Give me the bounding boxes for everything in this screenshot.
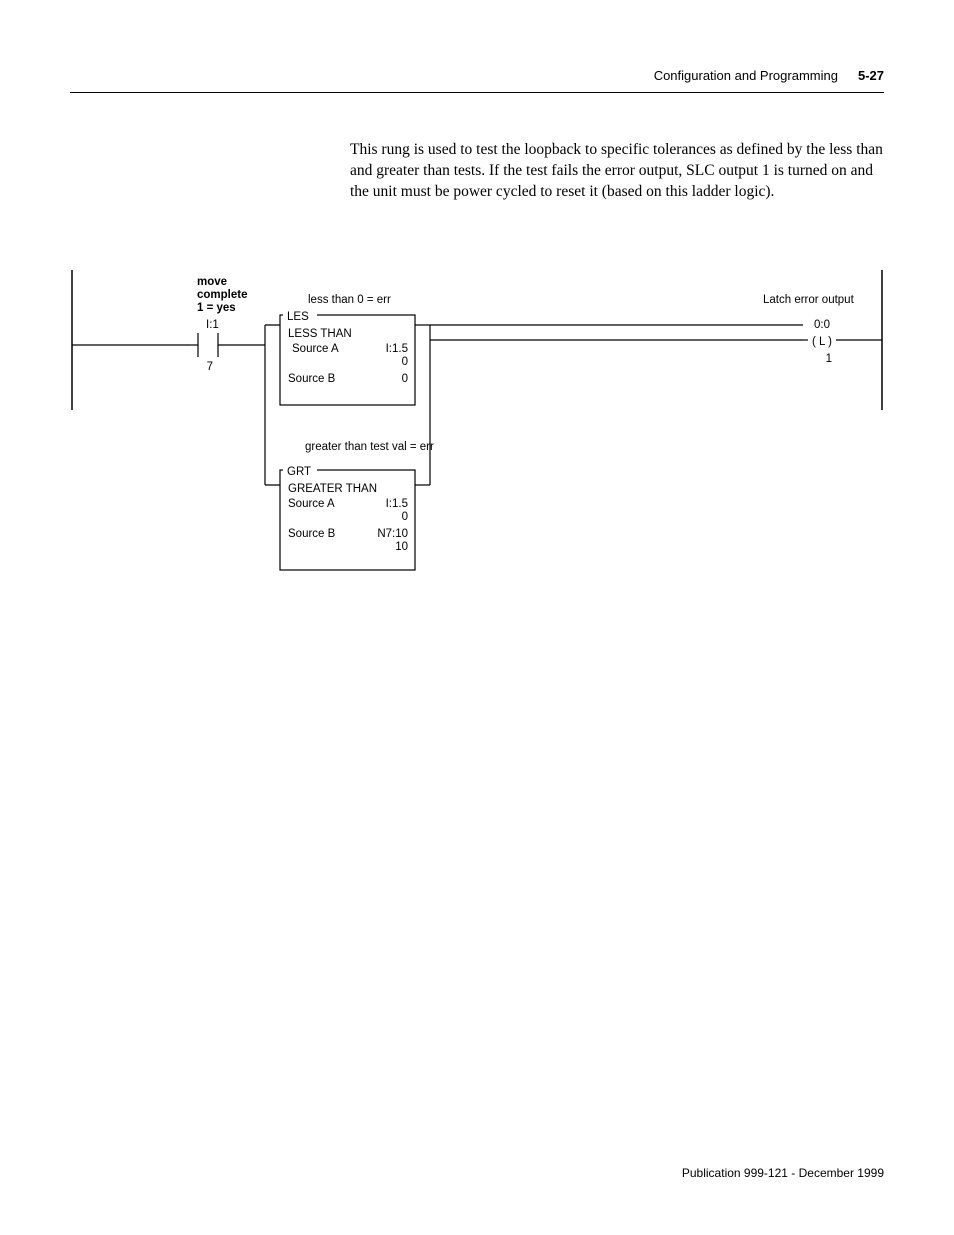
les-instruction: less than 0 = err LES LESS THAN Source A… — [280, 294, 415, 405]
svg-text:1 = yes: 1 = yes — [197, 302, 236, 314]
contact-move-complete: move complete 1 = yes I:1 7 — [190, 276, 248, 373]
publication-footer: Publication 999-121 - December 1999 — [682, 1166, 884, 1180]
header-page-number: 5-27 — [858, 68, 884, 83]
grt-instruction: greater than test val = err GRT GREATER … — [280, 441, 434, 570]
svg-text:N7:10: N7:10 — [377, 528, 408, 540]
svg-text:Source A: Source A — [292, 343, 339, 355]
svg-text:I:1.5: I:1.5 — [386, 498, 408, 510]
svg-text:1: 1 — [826, 353, 832, 365]
body-paragraph: This rung is used to test the loopback t… — [350, 140, 884, 203]
ladder-diagram: move complete 1 = yes I:1 7 less than 0 … — [70, 270, 884, 590]
header-section: Configuration and Programming — [654, 68, 838, 83]
svg-text:GRT: GRT — [287, 466, 311, 478]
svg-text:0:0: 0:0 — [814, 319, 830, 331]
svg-text:7: 7 — [207, 361, 213, 373]
svg-text:move: move — [197, 276, 227, 288]
svg-text:I:1: I:1 — [206, 319, 219, 331]
svg-text:LES: LES — [287, 311, 309, 323]
svg-text:Source B: Source B — [288, 373, 336, 385]
svg-text:I:1.5: I:1.5 — [386, 343, 408, 355]
svg-text:0: 0 — [402, 373, 408, 385]
page-header: Configuration and Programming 5-27 — [654, 68, 884, 83]
svg-text:0: 0 — [402, 511, 408, 523]
svg-text:GREATER THAN: GREATER THAN — [288, 483, 377, 495]
output-latch: Latch error output 0:0 ( L ) 1 — [763, 294, 882, 365]
svg-text:Latch error output: Latch error output — [763, 294, 855, 306]
svg-text:less than 0 = err: less than 0 = err — [308, 294, 391, 306]
svg-text:Source A: Source A — [288, 498, 335, 510]
svg-text:Source B: Source B — [288, 528, 336, 540]
svg-text:0: 0 — [402, 356, 408, 368]
svg-text:greater than test val = err: greater than test val = err — [305, 441, 434, 453]
header-rule — [70, 92, 884, 93]
svg-text:10: 10 — [395, 541, 408, 553]
svg-text:LESS THAN: LESS THAN — [288, 328, 352, 340]
svg-text:complete: complete — [197, 289, 248, 301]
svg-text:( L ): ( L ) — [812, 336, 832, 348]
